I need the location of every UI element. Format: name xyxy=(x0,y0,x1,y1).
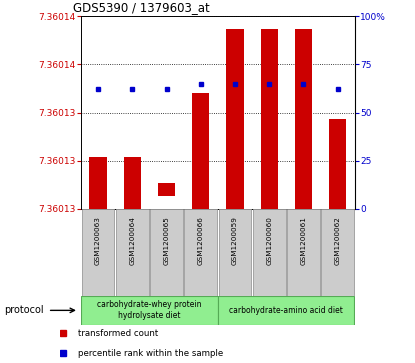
Bar xyxy=(287,209,320,296)
Bar xyxy=(321,209,354,296)
Text: GDS5390 / 1379603_at: GDS5390 / 1379603_at xyxy=(73,1,210,15)
Bar xyxy=(253,209,286,296)
Bar xyxy=(295,29,312,209)
Text: percentile rank within the sample: percentile rank within the sample xyxy=(78,348,223,358)
Text: GSM1200065: GSM1200065 xyxy=(164,216,169,265)
Text: GSM1200059: GSM1200059 xyxy=(232,216,238,265)
Bar xyxy=(81,296,217,325)
Text: GSM1200063: GSM1200063 xyxy=(95,216,101,265)
Text: transformed count: transformed count xyxy=(78,329,158,338)
Text: GSM1200060: GSM1200060 xyxy=(266,216,272,265)
Bar xyxy=(116,209,149,296)
Bar xyxy=(329,119,346,209)
Text: carbohydrate-whey protein
hydrolysate diet: carbohydrate-whey protein hydrolysate di… xyxy=(97,300,202,321)
Bar xyxy=(219,209,251,296)
Bar xyxy=(218,296,354,325)
Bar xyxy=(227,29,244,209)
Bar xyxy=(82,209,115,296)
Bar xyxy=(184,209,217,296)
Bar xyxy=(90,158,107,209)
Text: GSM1200061: GSM1200061 xyxy=(300,216,306,265)
Text: GSM1200062: GSM1200062 xyxy=(335,216,341,265)
Text: GSM1200064: GSM1200064 xyxy=(129,216,135,265)
Bar xyxy=(124,158,141,209)
Text: carbohydrate-amino acid diet: carbohydrate-amino acid diet xyxy=(229,306,343,315)
Text: GSM1200066: GSM1200066 xyxy=(198,216,204,265)
Bar xyxy=(150,209,183,296)
Text: protocol: protocol xyxy=(4,305,44,315)
Bar xyxy=(261,29,278,209)
Bar xyxy=(158,183,175,196)
Bar xyxy=(192,93,209,209)
